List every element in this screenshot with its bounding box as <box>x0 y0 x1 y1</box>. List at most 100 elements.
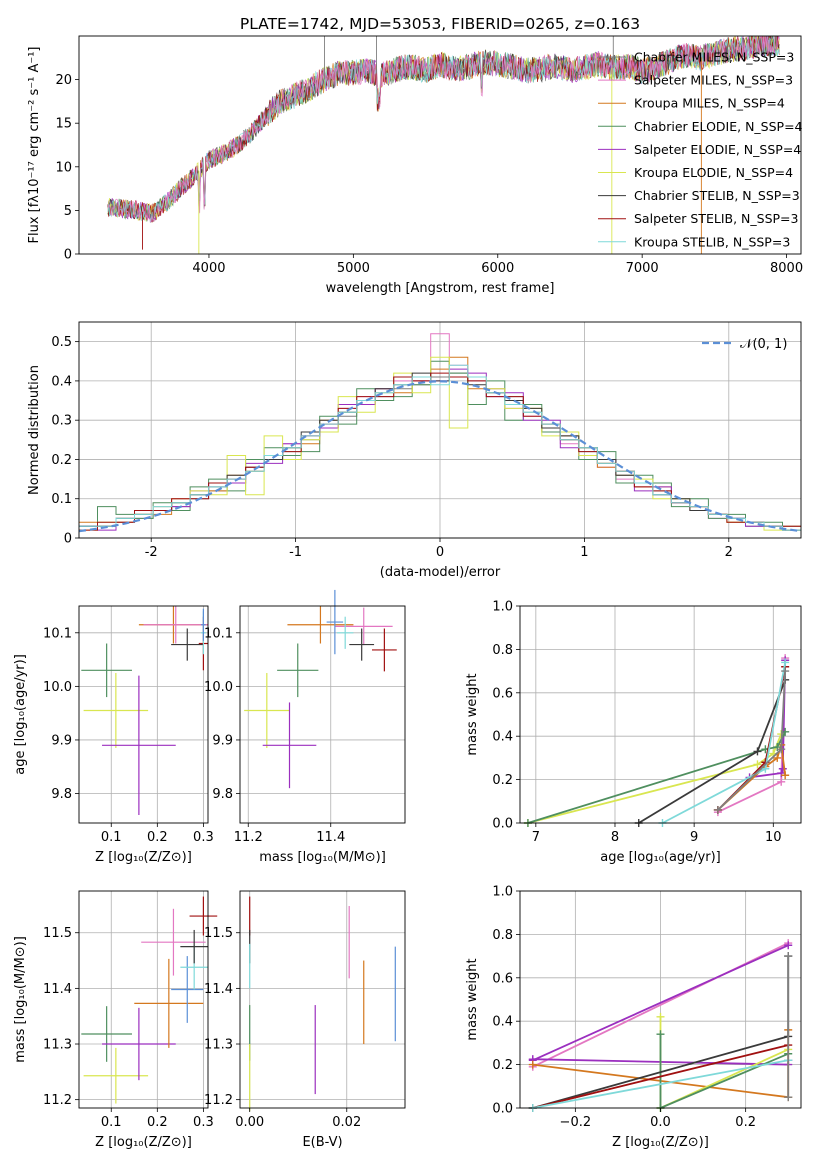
panel-z_weight: −0.2 0.0 0.2 0.0 0.2 0.4 0.6 0.8 1.0 Z [log₁₀(Z/Z… <box>465 885 802 1150</box>
x-axis-label: (data-model)/error <box>380 565 501 580</box>
x-tick-label: 0.00 <box>235 1115 264 1130</box>
x-tick-label: 8000 <box>770 261 803 276</box>
x-tick-label: 1 <box>580 545 588 560</box>
y-axis-label: Flux [fλ10⁻¹⁷ erg cm⁻² s⁻¹ A⁻¹] <box>27 47 42 244</box>
histogram-series <box>79 360 801 531</box>
axes-frame <box>519 605 802 824</box>
x-tick-label: 0.1 <box>101 1115 122 1130</box>
x-tick-label: 7000 <box>626 261 659 276</box>
legend-label: Chabrier ELODIE, N_SSP=4 <box>634 119 803 134</box>
weight-marker <box>781 667 790 676</box>
y-tick-label: 0.2 <box>51 453 72 468</box>
panel-z_age: 0.1 0.2 0.3 9.8 9.9 10.0 10.1 Z [log₁₀(Z/Z⊙)] ag… <box>13 605 214 865</box>
y-tick-label: 11.2 <box>204 1093 233 1108</box>
weight-line <box>662 662 787 824</box>
weight-marker <box>713 805 722 814</box>
y-tick-label: 10 <box>55 160 72 175</box>
x-tick-label: 0.2 <box>147 830 168 845</box>
weight-marker <box>753 760 762 769</box>
plot-area-spectrum <box>107 36 780 254</box>
y-tick-label: 9.8 <box>51 787 72 802</box>
x-axis-label: Z [log₁₀(Z/Z⊙)] <box>612 1135 709 1150</box>
y-tick-label: 10.1 <box>43 626 72 641</box>
legend: Chabrier MILES, N_SSP=3 Salpeter MILES, N… <box>598 50 803 249</box>
y-tick-label: 10.0 <box>204 680 233 695</box>
x-tick-label: -1 <box>289 545 302 560</box>
axes-frame <box>78 35 802 255</box>
legend-label: Kroupa STELIB, N_SSP=3 <box>634 234 790 249</box>
x-tick-label: 0.3 <box>193 830 214 845</box>
x-tick-label: 10 <box>765 830 782 845</box>
y-tick-label: 10.0 <box>43 680 72 695</box>
x-tick-label: 0.2 <box>147 1115 168 1130</box>
y-tick-label: 0.0 <box>492 817 513 832</box>
y-tick-label: 11.5 <box>43 926 72 941</box>
x-axis-label: wavelength [Angstrom, rest frame] <box>326 281 555 296</box>
x-tick-label: 11.4 <box>316 830 345 845</box>
panel-ebv_mass: 0.00 0.02 11.2 11.3 11.4 11.5 E(B-V) <box>204 890 406 1150</box>
x-tick-label: 8 <box>611 830 619 845</box>
y-tick-label: 0.2 <box>492 1058 513 1073</box>
y-tick-label: 0.8 <box>492 643 513 658</box>
legend-label: Chabrier STELIB, N_SSP=3 <box>634 188 800 203</box>
y-tick-label: 0.0 <box>492 1102 513 1117</box>
legend-label: Kroupa MILES, N_SSP=4 <box>634 96 785 111</box>
y-tick-label: 5 <box>64 204 72 219</box>
weight-line <box>749 660 787 779</box>
weight-line <box>638 679 787 824</box>
plot-area-residuals <box>78 333 802 533</box>
x-tick-label: 0 <box>436 545 444 560</box>
legend-label: Salpeter STELIB, N_SSP=3 <box>634 211 798 226</box>
x-tick-label: 0.2 <box>735 1115 756 1130</box>
y-tick-label: 1.0 <box>492 600 513 615</box>
y-tick-label: 0.4 <box>492 1015 513 1030</box>
plot-area-z_mass <box>81 896 218 1104</box>
x-tick-label: 2 <box>725 545 733 560</box>
x-axis-label: age [log₁₀(age/yr)] <box>600 850 721 865</box>
weight-marker <box>773 753 782 762</box>
y-tick-label: 20 <box>55 73 72 88</box>
legend-label: Salpeter MILES, N_SSP=3 <box>634 73 793 88</box>
weight-marker <box>784 952 793 961</box>
y-tick-label: 0.5 <box>51 335 72 350</box>
x-tick-label: 7 <box>532 830 540 845</box>
weight-line <box>532 944 789 1062</box>
y-tick-label: 11.3 <box>43 1038 72 1053</box>
legend-label: Chabrier MILES, N_SSP=3 <box>634 50 794 65</box>
x-tick-label: 0.0 <box>650 1115 671 1130</box>
y-tick-label: 9.8 <box>212 787 233 802</box>
x-tick-label: 0.3 <box>193 1115 214 1130</box>
legend-label: Kroupa ELODIE, N_SSP=4 <box>634 165 793 180</box>
y-axis-label: mass weight <box>465 958 480 1040</box>
axes-frame <box>78 890 209 1109</box>
axes-frame <box>239 890 406 1109</box>
weight-line <box>532 1059 789 1109</box>
y-tick-label: 11.4 <box>204 982 233 997</box>
y-tick-label: 0.2 <box>492 773 513 788</box>
y-tick-label: 0.4 <box>51 374 72 389</box>
x-tick-label: 0.1 <box>101 830 122 845</box>
histogram-series <box>79 356 801 531</box>
panel-residuals: -2 -1 0 1 2 0 0.1 0.2 0.3 0.4 0.5 (data-model)/erro… <box>27 321 802 580</box>
weight-marker <box>753 747 762 756</box>
chart-title: PLATE=1742, MJD=53053, FIBERID=0265, z=0… <box>240 15 640 33</box>
weight-marker <box>528 1060 537 1069</box>
plot-area-ebv_mass <box>249 896 396 1111</box>
axes-frame <box>78 321 802 539</box>
x-axis-label: Z [log₁₀(Z/Z⊙)] <box>95 1135 192 1150</box>
plot-area-age_weight <box>523 654 790 827</box>
y-axis-label: Normed distribution <box>27 365 42 495</box>
panel-age_weight: 7 8 9 10 0.0 0.2 0.4 0.6 0.8 1.0 age [log₁₀(age/yr… <box>465 600 802 865</box>
spectrum-line <box>107 36 779 223</box>
y-tick-label: 0.6 <box>492 686 513 701</box>
panel-spectrum: 4000 5000 6000 7000 8000 0 5 10 15 20 wavelength [… <box>27 15 803 296</box>
y-tick-label: 15 <box>55 117 72 132</box>
y-tick-label: 10.1 <box>204 626 233 641</box>
x-tick-label: 4000 <box>192 261 225 276</box>
weight-marker <box>784 941 793 950</box>
weight-marker <box>778 764 787 773</box>
panel-z_mass: 0.1 0.2 0.3 11.2 11.3 11.4 11.5 Z [log₁₀(Z/Z⊙)]… <box>13 890 218 1150</box>
legend-label: 𝒩(0, 1) <box>740 337 787 352</box>
y-tick-label: 1.0 <box>492 885 513 900</box>
